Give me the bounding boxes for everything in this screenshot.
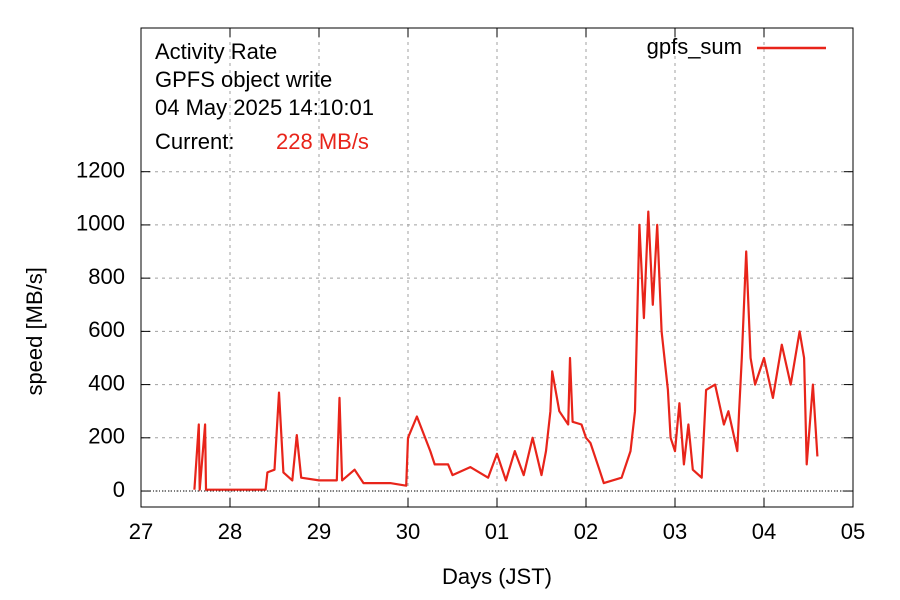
y-tick-label: 400 [88, 370, 125, 395]
plot-border [140, 27, 854, 508]
x-tick-label: 30 [396, 519, 420, 544]
y-tick-label: 1200 [76, 158, 125, 183]
y-tick-label: 800 [88, 264, 125, 289]
x-tick-label: 29 [307, 519, 331, 544]
timestamp: 04 May 2025 14:10:01 [155, 95, 374, 120]
current-value: 228 MB/s [276, 129, 369, 154]
chart-title: Activity Rate [155, 39, 277, 64]
legend-label: gpfs_sum [647, 34, 742, 59]
y-axis-label: speed [MB/s] [22, 267, 47, 395]
x-tick-label: 28 [218, 519, 242, 544]
data-line [193, 210, 819, 491]
y-tick-label: 0 [113, 477, 125, 502]
y-tick-label: 600 [88, 317, 125, 342]
x-tick-label: 02 [574, 519, 598, 544]
x-axis-label: Days (JST) [442, 564, 552, 589]
x-tick-label: 04 [752, 519, 776, 544]
y-tick-label: 200 [88, 424, 125, 449]
y-tick-label: 1000 [76, 211, 125, 236]
current-label: Current: [155, 129, 234, 154]
chart-subtitle: GPFS object write [155, 67, 332, 92]
x-tick-label: 03 [663, 519, 687, 544]
x-tick-label: 05 [841, 519, 865, 544]
x-tick-label: 01 [485, 519, 509, 544]
x-tick-label: 27 [129, 519, 153, 544]
